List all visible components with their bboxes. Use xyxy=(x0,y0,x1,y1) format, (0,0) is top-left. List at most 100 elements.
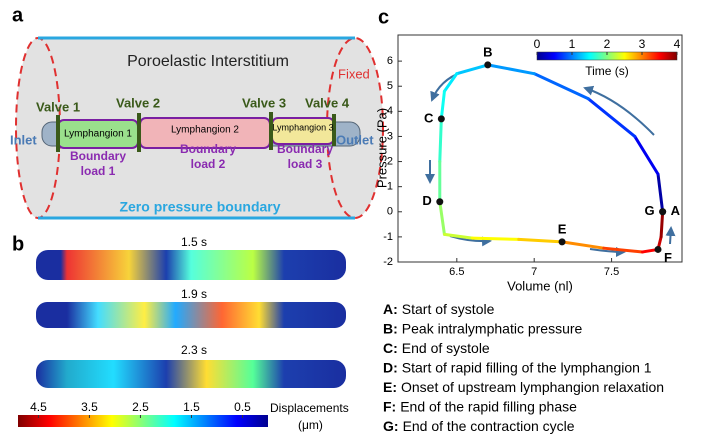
y-axis-label: Pressure (Pa) xyxy=(374,108,389,188)
loop-segment xyxy=(470,236,521,241)
legend-text: Peak intralymphatic pressure xyxy=(402,320,583,336)
loop-segment xyxy=(455,63,490,76)
panel-label: a xyxy=(12,4,24,26)
colorbar-label: Time (s) xyxy=(585,64,629,78)
loop-segment xyxy=(439,89,446,121)
key-point-label: F xyxy=(664,250,672,265)
key-point xyxy=(659,208,667,216)
legend-key: A: xyxy=(383,301,398,317)
loop-segment xyxy=(517,237,564,244)
valve-label: Valve 4 xyxy=(305,95,350,110)
colorbar-tick-label: 2.5 xyxy=(132,400,149,414)
load-label: Boundary load 3 xyxy=(277,142,333,171)
legend-entry: G: End of the contraction cycle xyxy=(383,418,575,434)
time-label: 2.3 s xyxy=(181,343,207,357)
legend-entry: A: Start of systole xyxy=(383,301,495,317)
colorbar-label: Displacements (μm) xyxy=(270,401,349,432)
arrow xyxy=(583,85,655,136)
arrow xyxy=(665,226,676,245)
outlet-label: Outlet xyxy=(336,132,374,147)
y-tick-label: 6 xyxy=(387,55,393,67)
legend-entry: F: End of the rapid filling phase xyxy=(383,398,577,414)
loop-segment xyxy=(586,97,637,138)
legend-key: G: xyxy=(383,418,399,434)
panel-a: Poroelastic Interstitium Fixed Inlet Out… xyxy=(10,36,384,220)
arrow xyxy=(589,246,626,257)
loop-segment xyxy=(442,72,459,93)
lymphangion-label: Lymphangion 2 xyxy=(171,125,239,136)
y-tick-label: 5 xyxy=(387,80,393,92)
panel-label: c xyxy=(378,6,389,28)
key-point-label: C xyxy=(424,110,434,125)
legend-text: Start of systole xyxy=(402,301,495,317)
time-label: 1.9 s xyxy=(181,287,207,301)
y-tick-label: 4 xyxy=(387,105,393,117)
load-label: Boundary load 2 xyxy=(180,142,236,171)
vessel-map xyxy=(36,360,346,388)
y-tick-label: -1 xyxy=(383,231,393,243)
y-tick-label: -2 xyxy=(383,256,393,268)
valve-label: Valve 3 xyxy=(242,95,286,110)
colorbar-tick-label: 4 xyxy=(674,37,681,51)
loop-segment xyxy=(532,72,590,101)
loop-segment xyxy=(486,63,536,76)
legend-entry: E: Onset of upstream lymphangion relaxati… xyxy=(383,379,664,395)
colorbar-tick-label: 0.5 xyxy=(234,400,251,414)
colorbar-tick-label: 4.5 xyxy=(30,400,47,414)
lymphangion-label: Lymphangion 3 xyxy=(272,122,333,132)
legend-key: C: xyxy=(383,340,398,356)
key-point xyxy=(437,115,445,123)
vessel-map xyxy=(36,302,346,328)
key-point xyxy=(558,238,566,246)
colorbar-tick-label: 1 xyxy=(569,37,576,51)
legend-text: End of the contraction cycle xyxy=(403,418,575,434)
legend-entry: D: Start of rapid filling of the lymphang… xyxy=(383,359,652,375)
load-label: Boundary load 1 xyxy=(70,149,126,178)
key-point-label: A xyxy=(671,203,681,218)
loop-segment xyxy=(656,172,665,214)
key-point xyxy=(484,61,492,69)
loop-segment xyxy=(659,210,665,239)
loop-segment xyxy=(442,232,474,240)
loop-segment xyxy=(438,200,446,236)
colorbar-tick-label: 1.5 xyxy=(183,400,200,414)
legend-text: Onset of upstream lymphangion relaxation xyxy=(401,379,664,395)
key-point-label: D xyxy=(422,193,431,208)
plot-frame xyxy=(397,34,683,263)
legend-text: Start of rapid filling of the lymphangio… xyxy=(402,359,652,375)
key-point xyxy=(654,245,662,253)
x-tick-label: 7 xyxy=(531,266,537,278)
loop-segment xyxy=(438,117,443,164)
y-tick-label: 1 xyxy=(387,181,393,193)
key-point-label: B xyxy=(483,44,492,59)
panel-b: 1.5 s 1.9 s 2.3 s Displacements (μm) xyxy=(18,235,349,432)
time-label: 1.5 s xyxy=(181,235,207,249)
y-tick-label: 3 xyxy=(387,130,393,142)
y-tick-label: 0 xyxy=(387,206,393,218)
x-axis-label: Volume (nl) xyxy=(507,278,573,293)
lymphangion-label: Lymphangion 1 xyxy=(64,129,132,140)
legend-key: B: xyxy=(383,320,398,336)
colorbar-tick-label: 2 xyxy=(604,37,611,51)
colorbar-tick-label: 3.5 xyxy=(81,400,98,414)
chart: Time (s) Volume (nl) Pressure (Pa) 6.5 7 7… xyxy=(374,34,683,293)
key-point-label: G xyxy=(645,203,655,218)
legend-key: F: xyxy=(383,398,396,414)
colorbar-tick-label: 0 xyxy=(534,37,541,51)
loop-segment xyxy=(560,240,606,250)
colorbar-tick-label: 3 xyxy=(639,37,646,51)
key-point-label: E xyxy=(558,221,567,236)
panel-label: b xyxy=(12,233,24,255)
inlet-label: Inlet xyxy=(10,132,37,147)
fixed-label: Fixed xyxy=(338,66,370,81)
legend-text: End of systole xyxy=(402,340,490,356)
x-tick-label: 6.5 xyxy=(449,266,464,278)
zero-pressure-label: Zero pressure boundary xyxy=(119,199,280,215)
valve-label: Valve 1 xyxy=(36,99,80,114)
key-point xyxy=(436,198,444,206)
loop-segment xyxy=(602,246,645,254)
legend-key: E: xyxy=(383,379,397,395)
colorbar xyxy=(18,415,268,427)
